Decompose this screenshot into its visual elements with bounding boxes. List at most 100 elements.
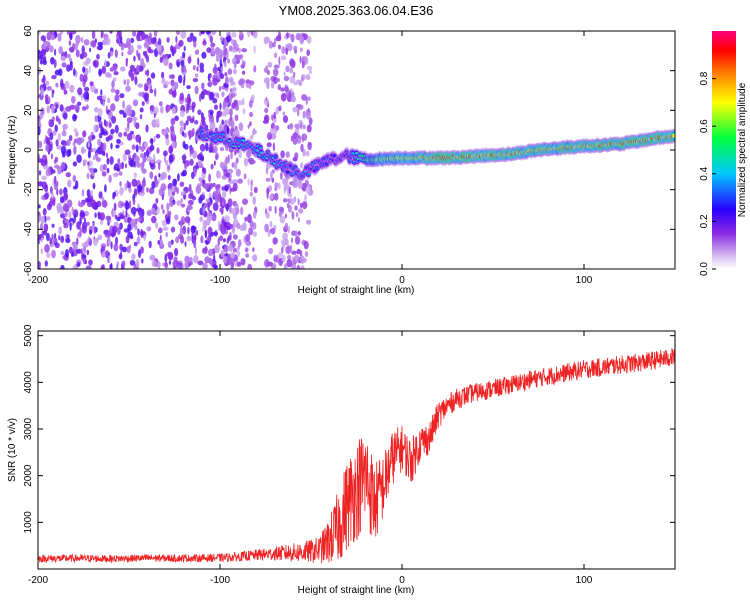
noise-speck (298, 138, 301, 143)
noise-speck (71, 206, 74, 215)
noise-speck (111, 80, 115, 89)
noise-speck (201, 116, 206, 121)
noise-speck (185, 120, 189, 126)
noise-speck (215, 154, 219, 161)
noise-speck (54, 176, 57, 185)
noise-speck (178, 39, 184, 47)
noise-speck (110, 88, 116, 93)
noise-speck (62, 203, 69, 212)
noise-speck (153, 135, 156, 143)
noise-speck (57, 133, 61, 142)
noise-speck (136, 161, 141, 168)
noise-speck (125, 85, 131, 92)
noise-speck (214, 244, 221, 254)
noise-speck (239, 31, 243, 36)
noise-speck (59, 206, 64, 215)
noise-speck (131, 144, 136, 150)
noise-speck (148, 240, 152, 249)
noise-speck (93, 228, 97, 234)
noise-speck (141, 31, 146, 41)
noise-speck (155, 133, 161, 139)
noise-speck (282, 232, 288, 240)
noise-speck (143, 234, 147, 242)
noise-speck (195, 185, 202, 194)
noise-speck (168, 74, 172, 79)
noise-speck (83, 61, 89, 66)
noise-speck (183, 122, 186, 131)
noise-speck (72, 175, 77, 182)
noise-speck (290, 95, 296, 103)
noise-speck (68, 135, 73, 141)
noise-speck (167, 240, 172, 249)
noise-speck (90, 84, 96, 93)
noise-speck (273, 192, 279, 201)
noise-speck (202, 262, 208, 269)
noise-speck (206, 212, 213, 222)
noise-speck (301, 94, 308, 101)
noise-speck (102, 164, 107, 171)
noise-speck (137, 83, 144, 88)
noise-speck (180, 203, 186, 208)
noise-speck (118, 132, 123, 138)
noise-speck (165, 217, 171, 225)
noise-speck (105, 152, 109, 158)
noise-speck (101, 65, 107, 74)
noise-speck (87, 141, 90, 148)
noise-speck (277, 31, 282, 40)
noise-speck (238, 47, 241, 54)
noise-speck (252, 231, 257, 237)
noise-speck (116, 138, 121, 144)
noise-speck (171, 89, 177, 98)
noise-speck (252, 254, 258, 262)
noise-speck (52, 199, 56, 206)
noise-speck (65, 248, 69, 258)
noise-speck (92, 147, 97, 153)
ridge-core (672, 133, 675, 139)
noise-speck (240, 206, 244, 216)
noise-speck (181, 154, 187, 161)
noise-speck (51, 233, 54, 240)
noise-speck (149, 254, 156, 261)
noise-speck (280, 87, 285, 92)
noise-speck (58, 226, 62, 235)
noise-speck (110, 128, 115, 134)
noise-speck (90, 199, 96, 209)
noise-speck (271, 114, 274, 121)
noise-speck (43, 139, 46, 144)
noise-speck (210, 42, 216, 48)
noise-speck (290, 33, 295, 43)
noise-speck (150, 207, 156, 215)
noise-speck (38, 118, 41, 124)
noise-speck (295, 230, 298, 238)
noise-speck (88, 259, 93, 266)
noise-speck (141, 258, 144, 264)
noise-speck (137, 207, 143, 216)
noise-speck (231, 87, 236, 93)
noise-speck (171, 141, 177, 149)
noise-speck (62, 123, 68, 130)
noise-speck (194, 246, 198, 255)
ridge-core (315, 167, 320, 170)
noise-speck (137, 184, 143, 193)
noise-speck (160, 183, 167, 192)
noise-speck (79, 226, 82, 236)
noise-speck (144, 50, 148, 59)
noise-speck (149, 85, 153, 90)
noise-speck (151, 260, 158, 268)
noise-speck (119, 181, 122, 187)
noise-speck (220, 249, 225, 258)
noise-speck (63, 193, 69, 201)
noise-speck (301, 60, 305, 69)
noise-speck (222, 191, 227, 198)
noise-speck (225, 76, 229, 85)
chart-title: YM08.2025.363.06.04.E36 (279, 3, 434, 18)
noise-speck (222, 238, 226, 243)
noise-speck (139, 107, 144, 113)
noise-speck (57, 32, 62, 42)
noise-speck (305, 186, 311, 194)
noise-speck (297, 198, 300, 206)
noise-speck (293, 81, 299, 86)
colorbar-tick-label: 0.6 (699, 119, 710, 133)
noise-speck (97, 139, 102, 146)
noise-speck (59, 104, 64, 112)
